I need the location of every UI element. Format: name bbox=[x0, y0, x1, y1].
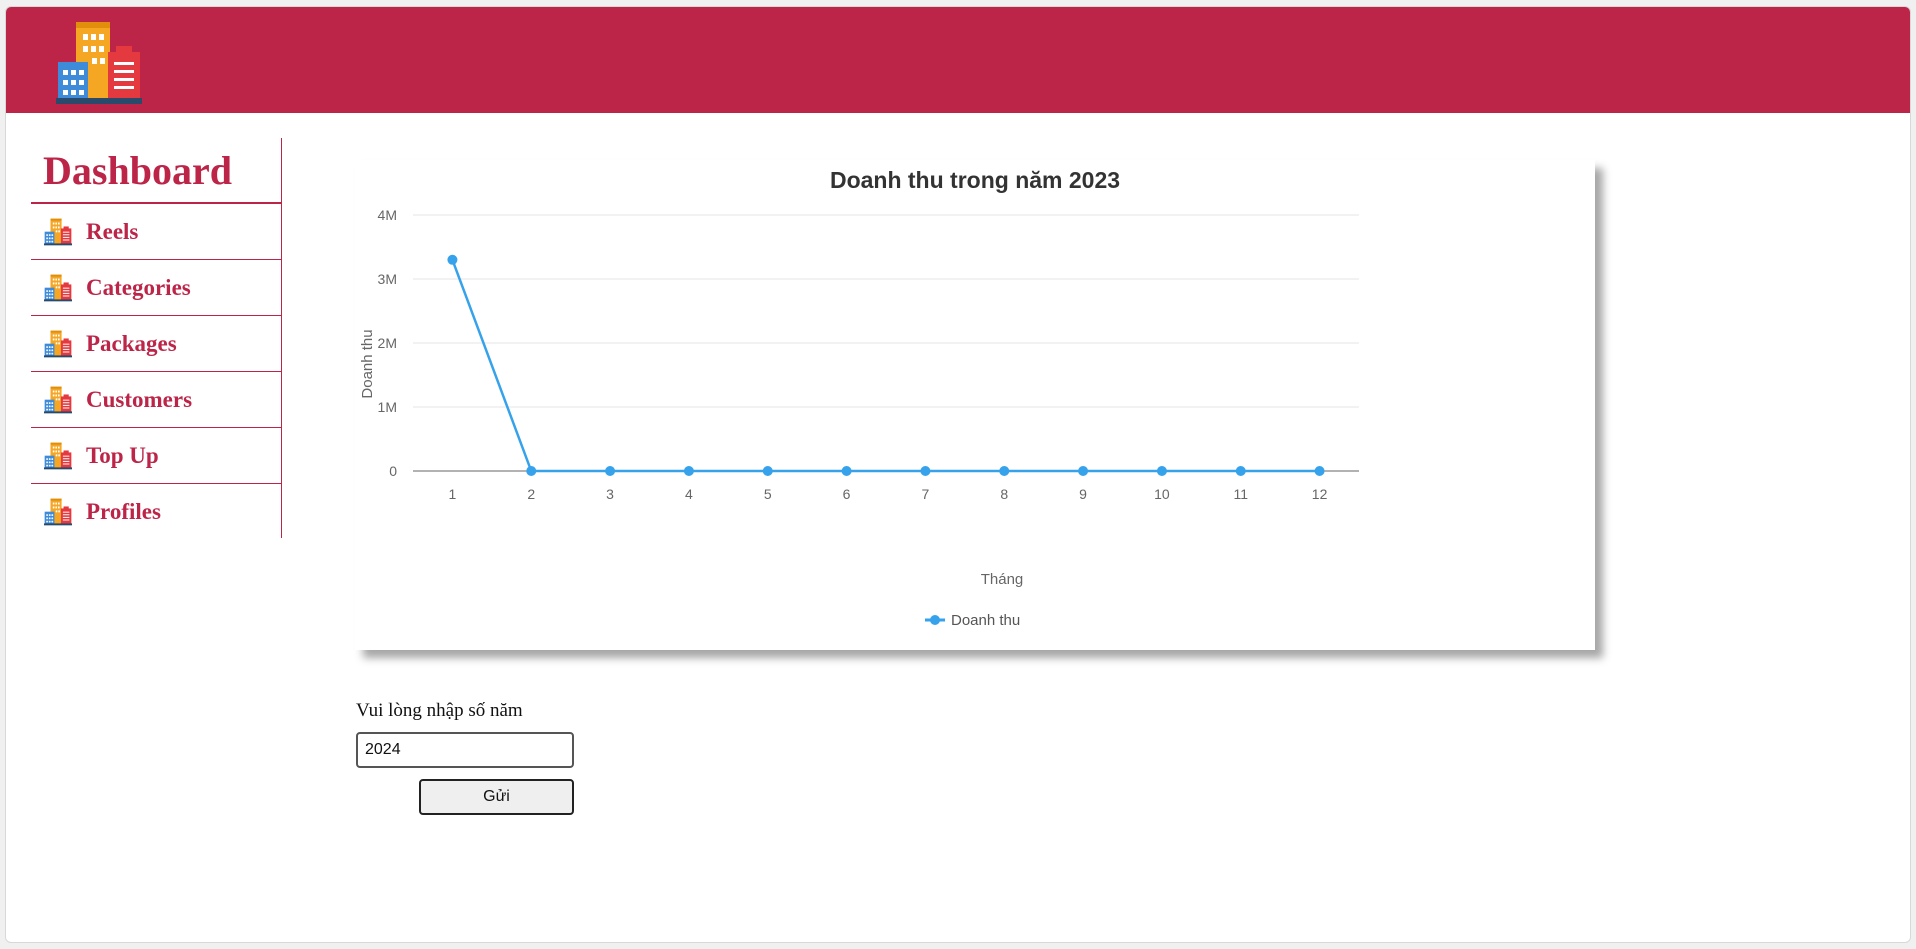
x-tick-label: 8 bbox=[1000, 486, 1008, 502]
data-point[interactable] bbox=[1156, 466, 1167, 476]
data-point[interactable] bbox=[526, 466, 537, 476]
x-tick-label: 10 bbox=[1154, 486, 1170, 502]
year-input[interactable] bbox=[356, 732, 574, 768]
x-axis-label: Tháng bbox=[981, 571, 1024, 588]
building-icon bbox=[44, 328, 72, 360]
sidebar-item-categories[interactable]: Categories bbox=[31, 260, 281, 316]
y-tick-labels: 0 1M 2M 3M 4M bbox=[378, 207, 398, 479]
x-tick-label: 2 bbox=[527, 486, 535, 502]
x-tick-label: 12 bbox=[1312, 486, 1328, 502]
building-logo-icon[interactable] bbox=[56, 18, 142, 108]
y-axis-label: Doanh thu bbox=[359, 329, 376, 398]
sidebar: Dashboard Reels Categories Packages Cust… bbox=[31, 138, 282, 538]
sidebar-item-reels[interactable]: Reels bbox=[31, 204, 281, 260]
x-tick-label: 7 bbox=[922, 486, 930, 502]
building-icon bbox=[44, 440, 72, 472]
sidebar-item-label: Customers bbox=[86, 386, 193, 412]
y-tick-label: 0 bbox=[389, 463, 397, 479]
x-tick-label: 1 bbox=[449, 486, 457, 502]
submit-button[interactable]: Gửi bbox=[419, 779, 574, 815]
sidebar-title: Dashboard bbox=[31, 138, 281, 204]
data-point[interactable] bbox=[447, 254, 458, 265]
legend-point-marker bbox=[930, 615, 940, 625]
y-tick-label: 2M bbox=[378, 335, 397, 351]
building-icon bbox=[44, 272, 72, 304]
x-tick-label: 11 bbox=[1233, 486, 1248, 502]
data-point[interactable] bbox=[920, 466, 931, 476]
x-tick-label: 6 bbox=[843, 486, 851, 502]
y-tick-label: 4M bbox=[378, 207, 397, 223]
data-point[interactable] bbox=[762, 466, 773, 476]
building-icon bbox=[44, 216, 72, 248]
x-tick-label: 9 bbox=[1079, 486, 1087, 502]
x-tick-label: 3 bbox=[606, 486, 614, 502]
sidebar-item-packages[interactable]: Packages bbox=[31, 316, 281, 372]
sidebar-item-profiles[interactable]: Profiles bbox=[31, 484, 281, 540]
year-form: Vui lòng nhập số năm Gửi bbox=[356, 700, 574, 815]
sidebar-item-label: Reels bbox=[86, 218, 139, 244]
data-point[interactable] bbox=[605, 466, 616, 476]
data-point[interactable] bbox=[1078, 466, 1089, 476]
chart-series bbox=[447, 254, 1325, 476]
chart-title: Doanh thu trong năm 2023 bbox=[830, 167, 1120, 193]
data-point[interactable] bbox=[1235, 466, 1246, 476]
building-icon bbox=[44, 384, 72, 416]
sidebar-item-customers[interactable]: Customers bbox=[31, 372, 281, 428]
y-tick-label: 1M bbox=[378, 399, 397, 415]
page: Dashboard Reels Categories Packages Cust… bbox=[5, 6, 1911, 943]
data-point[interactable] bbox=[999, 466, 1010, 476]
data-point[interactable] bbox=[683, 466, 694, 476]
data-point[interactable] bbox=[841, 466, 852, 476]
sidebar-item-label: Top Up bbox=[86, 442, 159, 468]
sidebar-item-label: Categories bbox=[86, 274, 191, 300]
sidebar-item-label: Packages bbox=[86, 330, 177, 356]
header-bar bbox=[6, 7, 1910, 113]
chart-gridlines bbox=[413, 214, 1359, 472]
data-point[interactable] bbox=[1314, 466, 1325, 476]
legend-label: Doanh thu bbox=[951, 612, 1020, 629]
building-icon bbox=[44, 496, 72, 528]
x-tick-labels: 1 2 3 4 5 6 7 8 9 10 11 12 bbox=[449, 486, 1328, 502]
series-line bbox=[451, 259, 1320, 473]
year-label: Vui lòng nhập số năm bbox=[356, 700, 523, 721]
x-tick-label: 4 bbox=[685, 486, 693, 502]
chart-legend[interactable]: Doanh thu bbox=[925, 612, 1020, 629]
y-tick-label: 3M bbox=[378, 271, 397, 287]
sidebar-item-top-up[interactable]: Top Up bbox=[31, 428, 281, 484]
sidebar-item-label: Profiles bbox=[86, 499, 161, 524]
x-tick-label: 5 bbox=[764, 486, 772, 502]
